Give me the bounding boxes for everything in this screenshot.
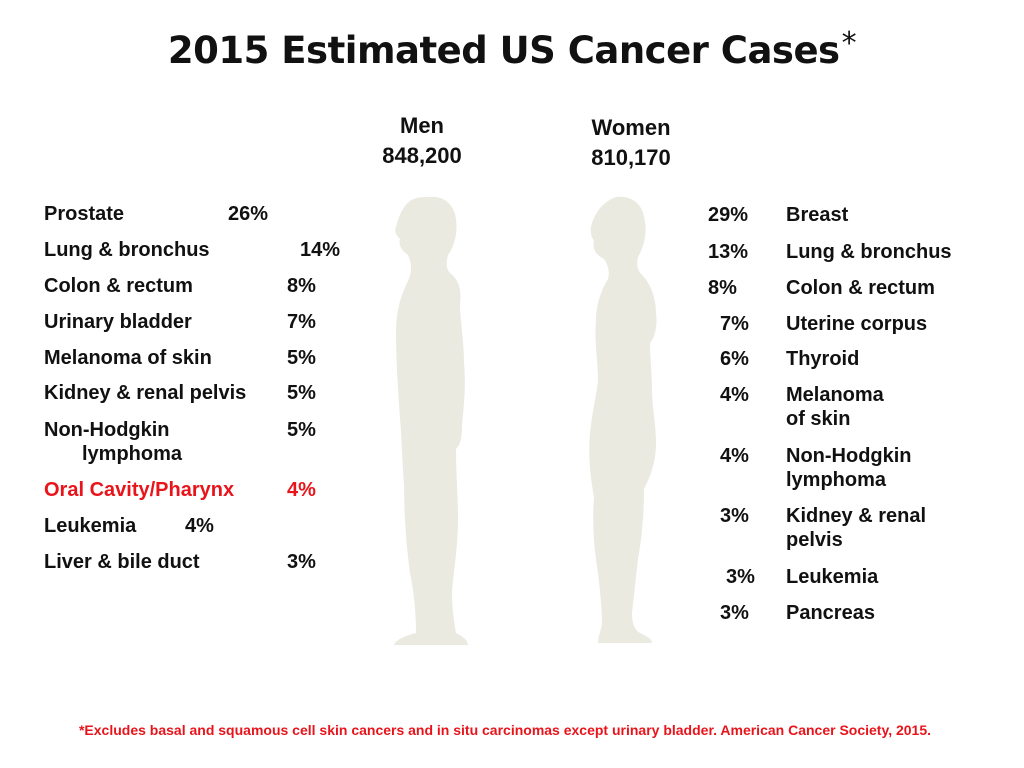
women-row-pct: 4% [720, 384, 749, 406]
women-row-label-line2: lymphoma [786, 469, 887, 491]
man-silhouette [394, 196, 468, 645]
title-asterisk: * [841, 26, 857, 61]
men-row-label-line2: lymphoma [82, 443, 183, 465]
women-row-pct: 8% [708, 277, 737, 299]
men-row-pct: 5% [287, 382, 316, 404]
men-row-pct: 8% [287, 275, 316, 297]
women-row-pct: 3% [726, 566, 755, 588]
men-row-label: Melanoma of skin [44, 347, 212, 369]
men-row-pct: 5% [287, 347, 316, 369]
women-row-label: Kidney & renal [786, 505, 927, 527]
women-row-label: Leukemia [786, 566, 879, 588]
women-row-label: Thyroid [786, 348, 860, 370]
woman-silhouette [589, 196, 657, 644]
men-row-pct: 4% [185, 515, 214, 537]
women-row-label: Non-Hodgkin [786, 445, 912, 467]
men-row-label: Lung & bronchus [44, 239, 210, 261]
women-label: Women [591, 115, 671, 140]
men-row-label: Kidney & renal pelvis [44, 382, 247, 404]
men-row-label: Non-Hodgkin [44, 419, 170, 441]
men-total: 848,200 [382, 143, 462, 168]
men-row-label: Urinary bladder [44, 311, 192, 333]
women-row-label-line2: pelvis [786, 529, 843, 551]
women-row-label: Lung & bronchus [786, 241, 952, 263]
women-row-pct: 29% [708, 204, 749, 226]
men-row-label: Colon & rectum [44, 275, 193, 297]
men-row-pct: 14% [300, 239, 341, 261]
men-row-pct: 4% [287, 479, 316, 501]
women-row-label: Breast [786, 204, 849, 226]
women-row-pct: 7% [720, 313, 749, 335]
women-row-label: Melanoma [786, 384, 884, 406]
men-label: Men [400, 113, 444, 138]
men-row-pct: 26% [228, 203, 269, 225]
men-row-label: Leukemia [44, 515, 137, 537]
men-row-label: Prostate [44, 203, 125, 225]
men-row-label: Oral Cavity/Pharynx [44, 479, 235, 501]
women-row-label: Colon & rectum [786, 277, 935, 299]
men-row-pct: 5% [287, 419, 316, 441]
women-row-pct: 4% [720, 445, 749, 467]
men-row-label: Liver & bile duct [44, 551, 200, 573]
women-total: 810,170 [591, 145, 671, 170]
page-title: 2015 Estimated US Cancer Cases* [0, 26, 1024, 72]
women-row-label-line2: of skin [786, 408, 851, 430]
women-row-pct: 3% [720, 602, 749, 624]
women-row-label: Uterine corpus [786, 313, 928, 335]
women-row-pct: 6% [720, 348, 749, 370]
women-row-pct: 13% [708, 241, 749, 263]
women-header: Women 810,170 [561, 113, 701, 173]
women-row-label: Pancreas [786, 602, 875, 624]
men-row-pct: 3% [287, 551, 316, 573]
footnote: *Excludes basal and squamous cell skin c… [78, 722, 932, 738]
women-row-pct: 3% [720, 505, 749, 527]
title-text: 2015 Estimated US Cancer Cases [167, 29, 840, 72]
men-row-pct: 7% [287, 311, 316, 333]
men-header: Men 848,200 [352, 111, 492, 171]
